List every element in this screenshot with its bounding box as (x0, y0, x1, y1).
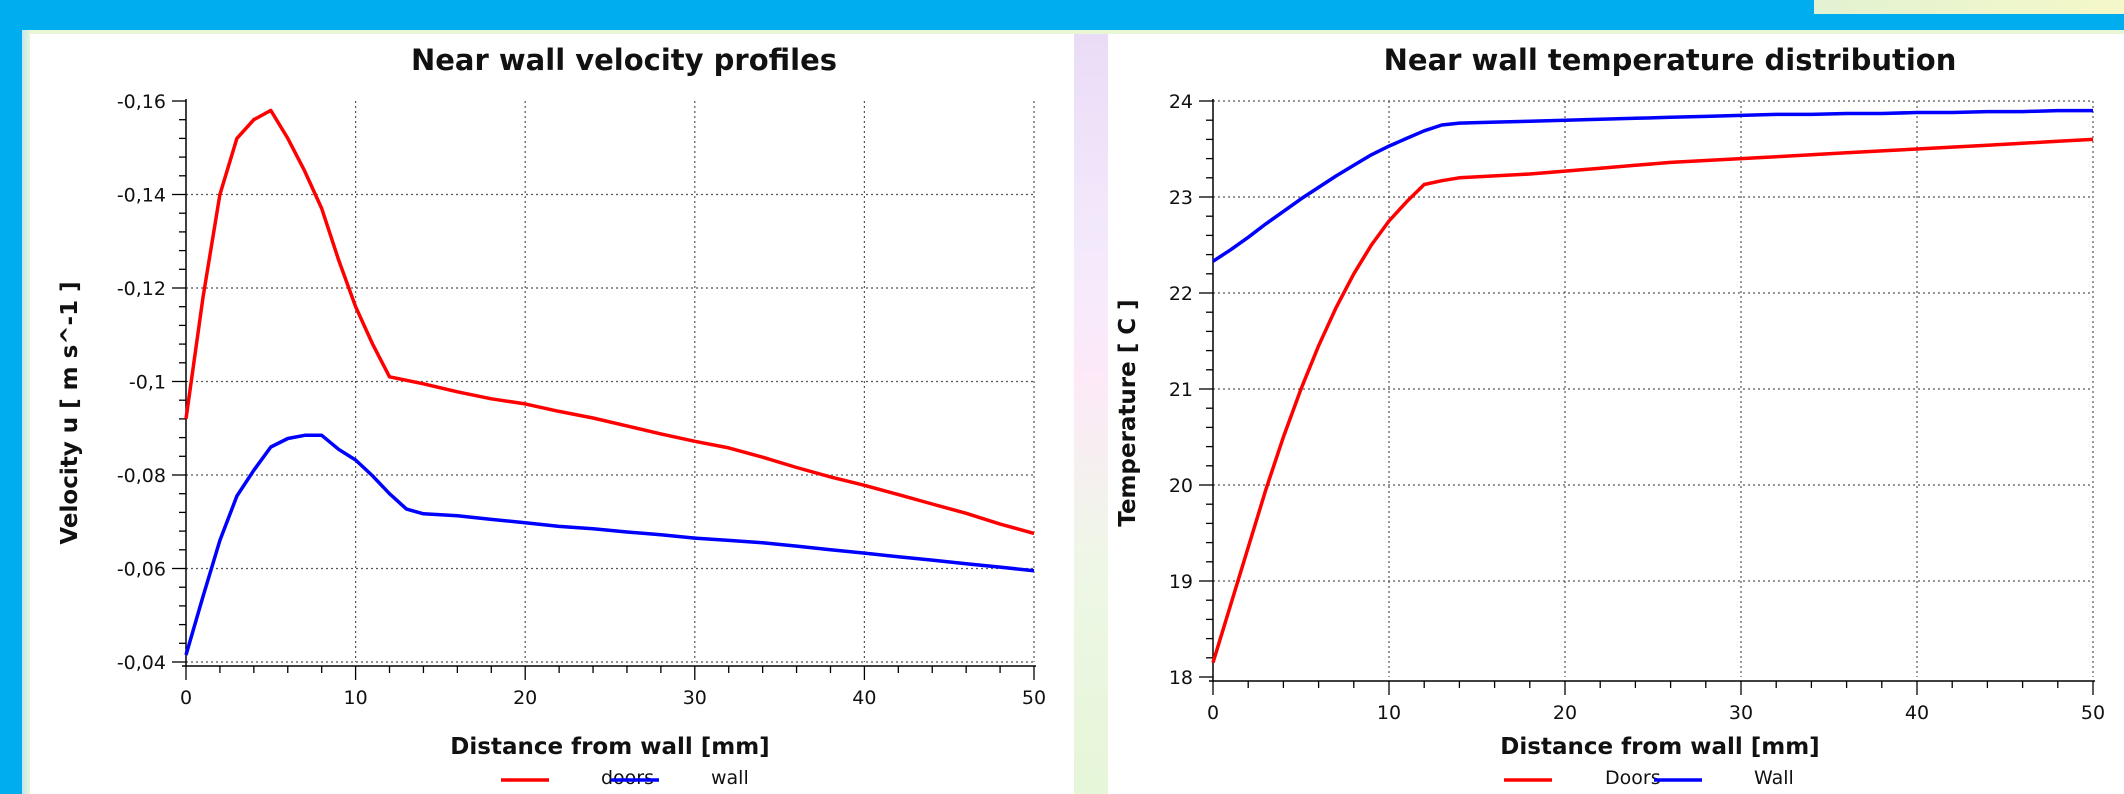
y-tick-label: 19 (1169, 571, 1193, 593)
series-line-doors (1211, 137, 2094, 664)
y-tick-label: 22 (1169, 283, 1193, 305)
legend-label-doors: Doors (1605, 767, 1661, 789)
y-tick-label: -0,1 (129, 372, 166, 394)
series-line-wall (184, 433, 1035, 656)
x-tick-label: 30 (683, 687, 707, 709)
x-tick-label: 0 (180, 687, 192, 709)
left-bar-edge (22, 30, 30, 794)
velocity-chart-panel: Near wall velocity profiles Distance fro… (30, 34, 1074, 794)
y-tick-label: -0,04 (117, 652, 166, 674)
left-bar (0, 30, 22, 794)
chart-title: Near wall temperature distribution (1384, 43, 1957, 77)
y-tick-label: 20 (1169, 475, 1193, 497)
series-line-wall (1212, 108, 2093, 263)
series-line-doors (184, 108, 1035, 536)
temperature-chart-panel: Near wall temperature distribution Dista… (1108, 34, 2124, 794)
x-tick-label: 20 (1553, 702, 1577, 724)
legend-label-wall: Wall (1754, 767, 1794, 789)
y-tick-label: -0,06 (117, 559, 166, 581)
corner-tab (1814, 0, 2124, 14)
y-tick-label: 23 (1169, 187, 1193, 209)
x-tick-label: 40 (852, 687, 876, 709)
x-tick-label: 20 (513, 687, 537, 709)
y-axis-label: Velocity u [ m s^-1 ] (57, 281, 83, 544)
y-tick-label: -0,16 (117, 91, 166, 113)
y-tick-label: -0,14 (117, 185, 166, 207)
x-tick-label: 50 (1022, 687, 1046, 709)
temperature-chart: Near wall temperature distribution Dista… (1115, 43, 2105, 789)
y-tick-label: -0,08 (117, 465, 166, 487)
velocity-chart: Near wall velocity profiles Distance fro… (57, 43, 1046, 789)
y-tick-label: 18 (1169, 667, 1193, 689)
x-tick-label: 40 (1905, 702, 1929, 724)
x-tick-label: 30 (1729, 702, 1753, 724)
panel-divider (1074, 34, 1108, 794)
y-tick-label: 24 (1169, 91, 1193, 113)
chart-title: Near wall velocity profiles (411, 43, 837, 77)
x-axis-label: Distance from wall [mm] (1500, 734, 1819, 760)
x-tick-label: 0 (1207, 702, 1219, 724)
y-axis-label: Temperature [ C ] (1115, 299, 1141, 526)
x-tick-label: 10 (1377, 702, 1401, 724)
y-tick-label: -0,12 (117, 278, 166, 300)
y-tick-label: 21 (1169, 379, 1193, 401)
legend-label-doors: doors (601, 767, 654, 789)
x-tick-label: 10 (344, 687, 368, 709)
x-tick-label: 50 (2081, 702, 2105, 724)
top-bar (0, 0, 2124, 30)
x-axis-label: Distance from wall [mm] (450, 734, 769, 760)
legend-label-wall: wall (711, 767, 749, 789)
